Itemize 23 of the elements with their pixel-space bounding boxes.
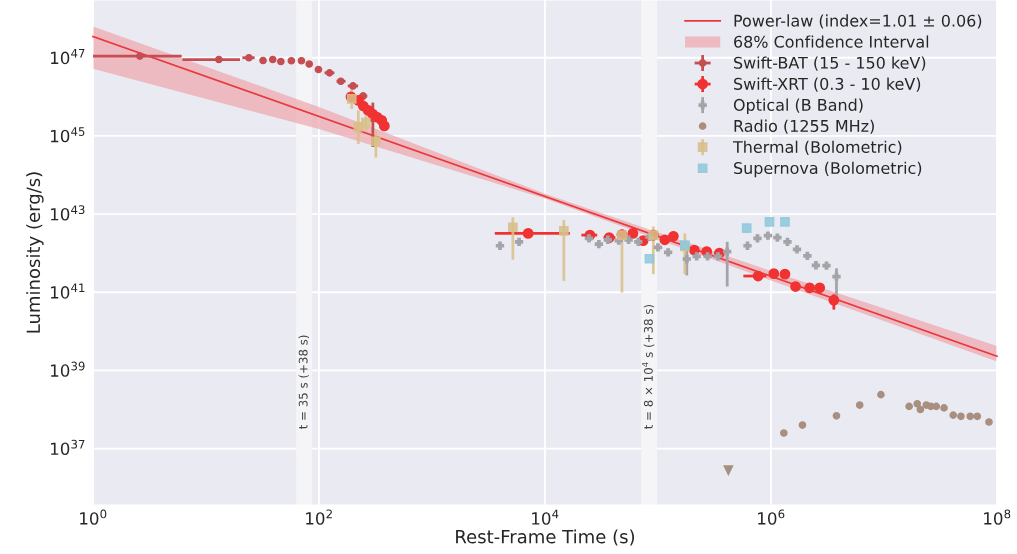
band-label: t = 35 s (+38 s) [298,335,310,429]
y-tick-label: 10$^{45}$ [51,127,85,143]
y-tick-label: 10$^{39}$ [51,361,85,377]
legend-label: Power-law (index=1.01 ± 0.06) [734,14,982,29]
x-axis-title: Rest-Frame Time (s) [456,529,635,546]
x-tick-label: 10$^{6}$ [758,509,785,525]
legend-label: Supernova (Bolometric) [734,161,922,178]
legend-label: Thermal (Bolometric) [732,140,902,155]
y-tick-label: 10$^{47}$ [51,49,85,65]
y-tick-label: 10$^{37}$ [51,439,85,456]
y-tick-label: 10$^{43}$ [51,205,85,221]
legend-label: Radio (1255 MHz) [734,119,874,134]
x-tick-label: 10$^{4}$ [532,509,559,525]
legend-label: Optical (B Band) [733,98,863,115]
band-label: t = 8 × 10$^{4}$ s (+38 s) [642,304,655,429]
legend-label: Swift-BAT (15 - 150 keV) [734,56,926,71]
y-tick-label: 10$^{41}$ [51,283,85,299]
x-tick-label: 10$^{8}$ [984,509,1011,525]
x-tick-label: 10$^{0}$ [80,509,107,525]
y-axis-title: Luminosity (erg/s) [26,172,44,333]
x-tick-label: 10$^{2}$ [306,509,332,525]
legend-label: 68% Confidence Interval [734,35,929,48]
legend-label: Swift-XRT (0.3 - 10 keV) [734,77,921,92]
